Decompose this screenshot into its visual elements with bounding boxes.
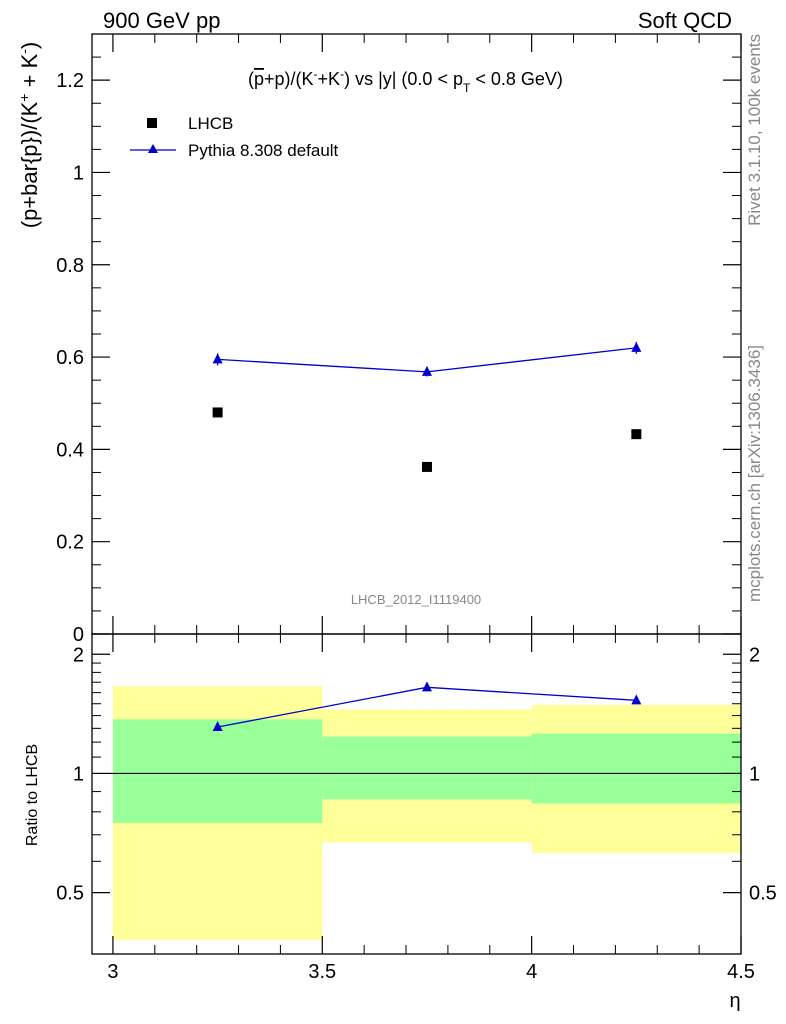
legend-label-lhcb: LHCB [188,114,233,133]
lhcb-data-point [212,407,223,418]
ratio-y-axis-label: Ratio to LHCB [24,744,41,846]
ratio-y-tick-label-right: 2 [749,644,760,666]
legend-marker-lhcb [147,118,157,128]
main-y-tick-label: 0.8 [56,255,84,277]
ratio-pythia-point [421,681,432,692]
main-y-tick-label: 0.2 [56,532,84,554]
rivet-version-label: Rivet 3.1.10, 100k events [745,34,764,226]
pythia-data-point [421,365,432,376]
ratio-panel: 0.5 0.5 1 1 2 2 3 3.5 4 4.5 Ratio to LHCB η [24,633,777,1012]
ratio-inner-uncertainty-band [322,736,532,800]
x-tick-label: 4.5 [727,961,755,983]
legend-marker-pythia [148,144,158,153]
ratio-y-tick-label: 0.5 [56,883,84,905]
pythia-data-point [631,341,642,352]
main-y-tick-label: 0 [73,624,84,646]
ratio-y-tick-label-right: 1 [749,763,760,785]
legend: LHCB Pythia 8.308 default [130,114,339,160]
ratio-y-tick-label-right: 0.5 [749,883,777,905]
x-axis-label: η [729,990,740,1012]
ratio-plot-frame [91,633,742,955]
ratio-y-tick-label: 1 [73,763,84,785]
main-y-tick-label: 0.4 [56,439,84,461]
x-tick-label: 3.5 [308,961,336,983]
lhcb-data-point [631,429,642,440]
main-y-axis-label: (p+bar{p})/(K+ + K-) [16,42,42,229]
x-tick-label: 3 [107,961,118,983]
legend-label-pythia: Pythia 8.308 default [188,141,339,160]
header-left-title: 900 GeV pp [103,8,220,33]
analysis-watermark: LHCB_2012_I1119400 [351,592,481,607]
main-panel: 0 0.2 0.4 0.6 0.8 1 1.2 (p+bar{p})/(K+ + K-) (… [16,33,742,646]
pythia-data-point [212,353,223,364]
ratio-inner-uncertainty-band [531,733,741,804]
source-label: mcplots.cern.ch [arXiv:1306.3436] [745,345,764,602]
main-y-tick-label: 1.2 [56,70,84,92]
x-tick-label: 4 [526,961,537,983]
header-right-title: Soft QCD [638,8,732,33]
main-y-tick-label: 1 [73,162,84,184]
main-plot-title: (p+p)/(K-+K-) vs |y| (0.0 < pT < 0.8 GeV… [248,67,563,95]
ratio-pythia-point [212,721,223,732]
lhcb-data-point [421,461,432,472]
ratio-y-tick-label: 2 [73,644,84,666]
main-y-tick-label: 0.6 [56,347,84,369]
ratio-pythia-point [631,694,642,705]
ratio-inner-uncertainty-band [112,719,323,823]
